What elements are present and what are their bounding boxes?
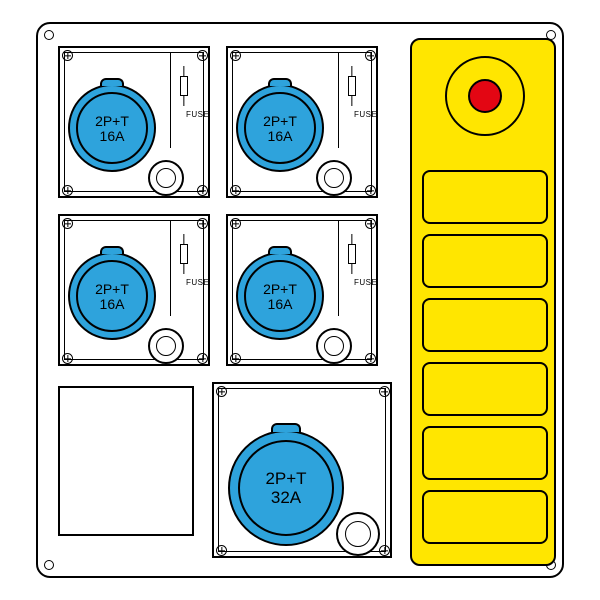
socket-latch-inner <box>156 336 176 356</box>
socket-latch-inner <box>324 336 344 356</box>
socket-module-16a: FUSE 2P+T 16A <box>226 46 378 198</box>
screw-icon <box>230 353 241 364</box>
screw-icon <box>197 185 208 196</box>
breaker-slot[interactable] <box>422 234 548 288</box>
screw-icon <box>62 50 73 61</box>
screw-icon <box>379 545 390 556</box>
socket-cap-tab <box>268 246 292 254</box>
screw-icon <box>197 353 208 364</box>
fuse-label: FUSE <box>186 110 209 119</box>
screw-icon <box>62 218 73 229</box>
socket-latch-inner <box>324 168 344 188</box>
blank-module <box>58 386 194 536</box>
screw-icon <box>379 386 390 397</box>
screw-icon <box>62 353 73 364</box>
screw-icon <box>365 185 376 196</box>
socket-cap-tab <box>268 78 292 86</box>
screw-icon <box>230 50 241 61</box>
socket-cap-tab <box>100 246 124 254</box>
screw-icon <box>216 386 227 397</box>
breaker-slot[interactable] <box>422 426 548 480</box>
control-panel <box>410 38 556 566</box>
fuse-symbol <box>348 244 356 264</box>
breaker-slot[interactable] <box>422 490 548 544</box>
fuse-compartment <box>170 52 212 148</box>
panel-screw <box>44 560 54 570</box>
screw-icon <box>62 185 73 196</box>
distribution-panel: FUSE2P+T 16AFUSE2P+T 16AFUSE2P+T 16AFUSE… <box>36 22 564 578</box>
breaker-slot[interactable] <box>422 362 548 416</box>
socket-rating-label: 2P+T 16A <box>78 282 146 313</box>
fuse-symbol <box>348 76 356 96</box>
socket-cap-tab <box>271 423 301 432</box>
fuse-compartment <box>170 220 212 316</box>
socket-rating-label: 2P+T 16A <box>246 282 314 313</box>
socket-cap-tab <box>100 78 124 86</box>
socket-module-16a: FUSE 2P+T 16A <box>58 214 210 366</box>
emergency-stop-button[interactable] <box>468 79 502 113</box>
fuse-label: FUSE <box>354 278 377 287</box>
screw-icon <box>230 218 241 229</box>
socket-module-16a: FUSE 2P+T 16A <box>58 46 210 198</box>
fuse-label: FUSE <box>354 110 377 119</box>
socket-rating-label: 2P+T 16A <box>246 114 314 145</box>
fuse-symbol <box>180 76 188 96</box>
screw-icon <box>230 185 241 196</box>
panel-screw <box>44 30 54 40</box>
breaker-slot[interactable] <box>422 298 548 352</box>
socket-module-32a: 2P+T 32A <box>212 382 392 558</box>
socket-latch-inner <box>156 168 176 188</box>
fuse-label: FUSE <box>186 278 209 287</box>
fuse-compartment <box>338 52 380 148</box>
socket-rating-label: 2P+T 32A <box>240 470 332 507</box>
socket-module-16a: FUSE 2P+T 16A <box>226 214 378 366</box>
socket-latch-inner <box>345 521 371 547</box>
fuse-symbol <box>180 244 188 264</box>
fuse-compartment <box>338 220 380 316</box>
breaker-slot[interactable] <box>422 170 548 224</box>
socket-rating-label: 2P+T 16A <box>78 114 146 145</box>
screw-icon <box>365 353 376 364</box>
screw-icon <box>216 545 227 556</box>
